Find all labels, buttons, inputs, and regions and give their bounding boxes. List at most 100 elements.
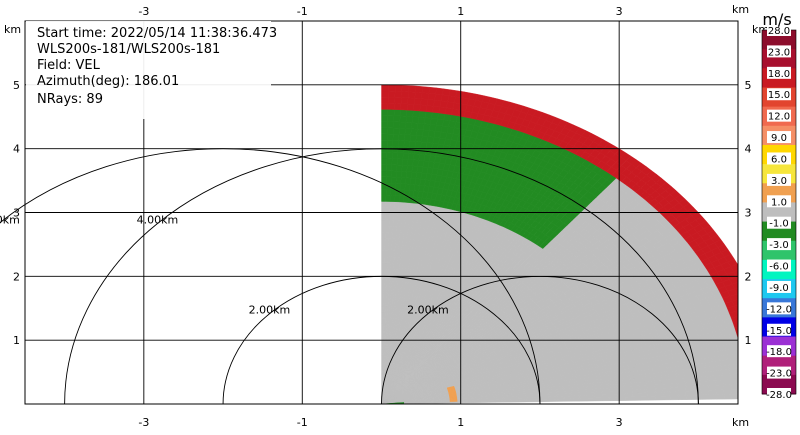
radar-gate xyxy=(381,84,389,92)
radar-gate xyxy=(723,393,733,400)
radar-gate xyxy=(684,377,693,383)
radar-gate xyxy=(411,116,420,124)
radar-gate xyxy=(428,86,437,95)
radar-gate xyxy=(720,364,730,371)
radar-gate xyxy=(503,400,512,403)
radar-gate xyxy=(385,188,392,196)
radar-gate xyxy=(617,393,626,398)
radar-gate xyxy=(405,122,413,130)
radar-gate xyxy=(384,250,389,258)
radar-gate xyxy=(413,104,421,112)
range-ring-label: 4.00km xyxy=(137,213,179,226)
radar-gate xyxy=(708,384,717,391)
radar-gate xyxy=(420,98,429,106)
colorbar-tick-label: -18.0 xyxy=(766,347,792,358)
radar-gate xyxy=(397,140,405,148)
radar-gate xyxy=(406,103,415,111)
radar-gate xyxy=(419,402,428,404)
radar-gate xyxy=(406,109,414,117)
radar-gate xyxy=(699,376,709,382)
radar-gate xyxy=(487,400,496,403)
colorbar-tick-label: 9.0 xyxy=(771,133,787,144)
radar-gate xyxy=(401,158,409,166)
radar-gate xyxy=(386,133,394,141)
azimuth-label: Azimuth(deg): 186.01 xyxy=(37,74,180,89)
radar-gate xyxy=(381,109,389,116)
radar-gate xyxy=(396,164,403,172)
radar-gate xyxy=(381,231,386,239)
radar-gate xyxy=(381,139,388,147)
radar-gate xyxy=(729,373,738,380)
radar-gate xyxy=(691,372,700,378)
radar-gate xyxy=(654,387,664,393)
radar-gate xyxy=(415,85,424,93)
radar-gate xyxy=(705,366,715,373)
radar-gate xyxy=(384,256,389,264)
radar-gate xyxy=(579,397,588,402)
colorbar-tick-label: -1.0 xyxy=(769,219,789,230)
radar-gate xyxy=(639,385,648,390)
radar-gate xyxy=(548,396,557,400)
radar-gate xyxy=(392,133,400,141)
radar-gate xyxy=(609,393,618,398)
radar-gate xyxy=(381,287,385,294)
radar-gate xyxy=(394,90,403,98)
radar-gate xyxy=(395,183,401,190)
radar-gate xyxy=(381,195,387,202)
radar-gate xyxy=(401,164,408,172)
radar-gate xyxy=(685,390,694,396)
radar-gate xyxy=(403,140,411,148)
radar-gate xyxy=(381,164,387,172)
radar-gate xyxy=(415,135,423,143)
radar-gate xyxy=(411,402,420,404)
radar-gate xyxy=(381,188,387,196)
radar-gate xyxy=(525,399,534,403)
radar-gate xyxy=(707,375,716,382)
radar-gate xyxy=(390,195,396,202)
y-unit-label: km xyxy=(4,23,21,36)
radar-gate xyxy=(381,280,385,288)
radar-gate xyxy=(381,158,388,165)
radar-gate xyxy=(540,396,550,400)
radar-gate xyxy=(398,127,406,135)
radar-gate xyxy=(400,103,408,111)
radar-gate xyxy=(384,244,389,251)
radar-gate xyxy=(715,379,724,386)
radar-gate xyxy=(541,399,550,403)
radar-gate xyxy=(385,195,391,202)
radar-gate xyxy=(400,177,407,185)
radar-gate xyxy=(617,396,626,401)
colorbar-tick-label: -12.0 xyxy=(766,304,792,315)
radar-gate xyxy=(417,116,426,125)
radar-gate xyxy=(400,97,409,105)
radar-gate xyxy=(434,402,443,404)
radar-gate xyxy=(387,115,395,123)
radar-gate xyxy=(677,390,687,396)
x-unit-label: km xyxy=(732,416,749,429)
radar-gate xyxy=(722,374,731,381)
radar-gate xyxy=(384,238,389,245)
radar-gate xyxy=(714,374,724,381)
radar-gate xyxy=(386,158,393,166)
radar-gate xyxy=(394,84,403,92)
radar-gate xyxy=(381,201,387,208)
radar-gate xyxy=(579,395,588,399)
radar-gate xyxy=(601,394,611,399)
radar-gate xyxy=(586,394,595,399)
radar-gate xyxy=(716,394,725,400)
radar-gate xyxy=(392,219,398,227)
radar-gate xyxy=(419,104,428,112)
radar-gate xyxy=(404,128,412,136)
radar-gate xyxy=(397,152,404,160)
radar-gate xyxy=(381,145,388,153)
range-ring-label: 2.00km xyxy=(407,304,449,317)
radar-gate xyxy=(399,183,406,191)
radar-gate xyxy=(700,389,710,396)
radar-gate xyxy=(723,384,732,390)
radar-gate xyxy=(391,158,398,166)
radar-gate xyxy=(385,213,390,221)
colorbar-tick-label: -23.0 xyxy=(766,369,792,380)
radar-gate xyxy=(381,96,389,104)
radar-gate xyxy=(662,395,672,401)
radar-gate xyxy=(387,103,395,110)
